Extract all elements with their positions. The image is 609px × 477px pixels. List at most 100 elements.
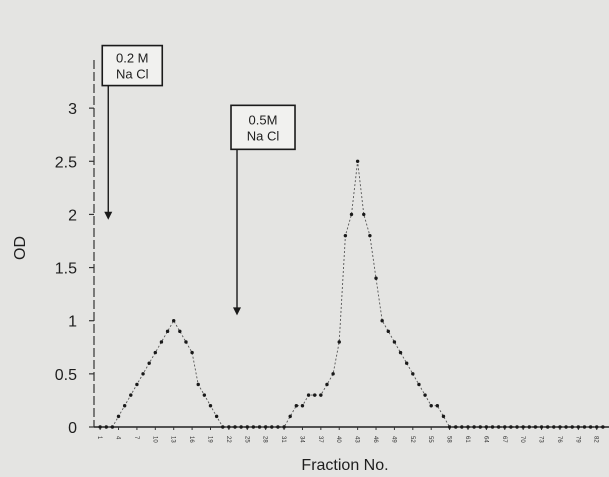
data-point: [429, 404, 433, 408]
data-point: [122, 404, 127, 408]
data-point: [165, 329, 170, 334]
data-point: [478, 425, 482, 429]
data-point: [319, 393, 323, 397]
data-point: [313, 393, 317, 397]
data-point: [263, 425, 268, 429]
data-point: [233, 425, 237, 429]
data-point: [276, 425, 280, 429]
x-tick-label: 37: [317, 436, 323, 443]
data-point: [441, 414, 446, 419]
data-point: [116, 414, 121, 419]
data-point: [423, 393, 427, 397]
x-axis-label: Fraction No.: [301, 457, 388, 474]
data-point: [129, 393, 133, 397]
annotation-box: [101, 44, 164, 87]
data-point: [306, 393, 311, 397]
x-tick-label: 73: [538, 436, 544, 443]
data-point: [208, 404, 213, 408]
x-tick-label: 40: [335, 436, 341, 443]
data-point: [576, 425, 581, 429]
x-tick-label: 43: [354, 436, 360, 443]
y-tick-label: 1: [68, 314, 77, 331]
x-tick-label: 25: [243, 436, 249, 443]
x-tick-label: 16: [188, 436, 194, 443]
data-point: [294, 404, 299, 408]
x-tick-label: 70: [519, 436, 525, 443]
annotation-arrow-head: [104, 211, 113, 220]
data-point: [411, 372, 415, 376]
data-point: [454, 425, 458, 429]
data-point: [515, 425, 519, 429]
annotation-line-1: 0.5M: [249, 112, 278, 127]
data-point: [570, 425, 574, 429]
data-point: [564, 425, 568, 429]
data-point: [558, 425, 562, 429]
data-point: [300, 404, 305, 408]
data-point: [147, 361, 151, 365]
x-tick-label: 10: [151, 436, 157, 443]
data-point: [484, 425, 489, 429]
annotation-line-2: Na Cl: [116, 67, 149, 82]
x-tick-label: 82: [593, 436, 599, 443]
data-point: [214, 414, 219, 419]
x-tick-label: 64: [482, 436, 488, 443]
data-point: [110, 425, 115, 429]
data-point: [184, 340, 188, 344]
data-point: [588, 425, 593, 429]
data-point: [582, 425, 587, 429]
annotation-arrow-head: [233, 307, 242, 316]
data-point: [282, 425, 286, 429]
data-point: [552, 425, 556, 429]
data-point: [398, 350, 403, 355]
data-point: [239, 425, 243, 429]
annotation-line-2: Na Cl: [247, 128, 280, 143]
series-line: [100, 161, 603, 428]
data-point: [386, 329, 390, 334]
y-tick-label: 2: [68, 207, 77, 224]
data-point: [472, 425, 476, 429]
x-tick-label: 76: [556, 436, 562, 443]
x-tick-label: 58: [446, 436, 452, 443]
y-tick-label: 1.5: [55, 261, 77, 278]
data-point: [343, 233, 348, 238]
data-point: [374, 276, 378, 280]
data-point: [337, 340, 341, 344]
x-tick-label: 13: [170, 436, 176, 443]
data-point: [202, 393, 207, 397]
data-point: [331, 372, 335, 376]
data-point: [159, 340, 164, 344]
x-tick-label: 34: [298, 436, 304, 443]
x-tick-label: 46: [372, 436, 378, 443]
y-tick-label: 2.5: [55, 154, 77, 171]
data-point: [435, 404, 440, 408]
data-point: [141, 372, 145, 376]
data-point: [178, 329, 182, 334]
y-tick-label: 3: [68, 101, 77, 118]
data-point: [135, 382, 139, 387]
x-tick-label: 31: [280, 436, 286, 443]
data-point: [368, 233, 372, 238]
y-axis-label: OD: [12, 236, 29, 260]
annotation-box: [230, 104, 296, 151]
data-point: [104, 425, 108, 429]
x-tick-label: 7: [133, 436, 139, 440]
x-tick-label: 67: [501, 436, 507, 443]
data-point: [545, 425, 550, 429]
x-tick-label: 1: [96, 436, 102, 440]
data-point: [288, 414, 292, 419]
annotation-line-1: 0.2 M: [116, 51, 149, 66]
data-point: [325, 382, 329, 387]
data-point: [190, 350, 194, 355]
data-point: [196, 382, 200, 387]
x-tick-label: 79: [574, 436, 580, 443]
data-point: [172, 319, 176, 323]
x-tick-label: 52: [409, 436, 415, 443]
data-point: [404, 361, 409, 365]
data-point: [447, 425, 452, 429]
data-point: [221, 425, 225, 429]
data-point: [380, 319, 384, 323]
data-point: [257, 425, 262, 429]
data-point: [417, 382, 421, 387]
